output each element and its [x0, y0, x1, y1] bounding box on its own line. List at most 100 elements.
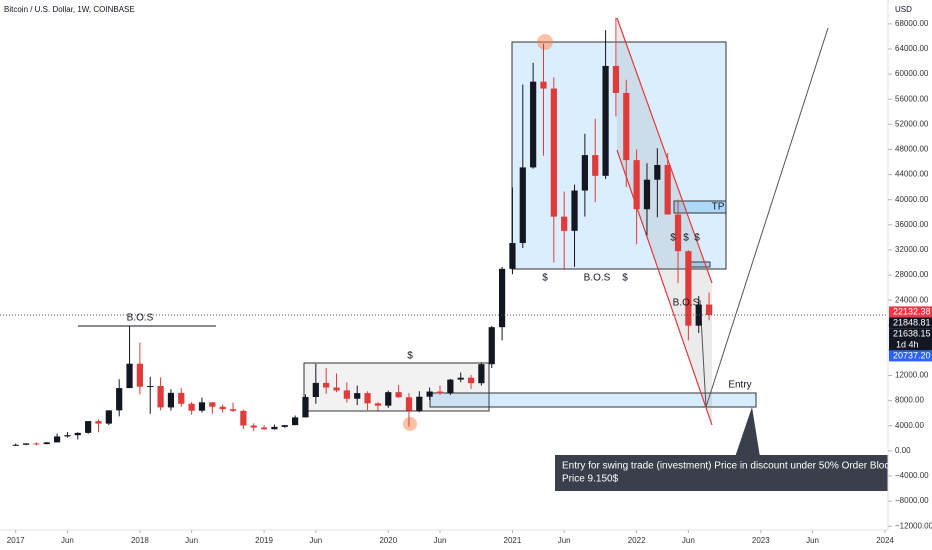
range-box: [303, 362, 490, 412]
candle-body: [302, 396, 309, 418]
candle-body: [250, 425, 257, 428]
y-tick-label: 52000.00: [895, 119, 929, 128]
y-tick-label: 36000.00: [895, 220, 929, 229]
price-label-sub: 1d 4h: [896, 339, 919, 349]
y-axis-bg: [888, 0, 932, 550]
candle-body: [74, 432, 81, 436]
annotation: $: [622, 273, 628, 284]
y-tick-label: 8000.00: [895, 396, 924, 405]
price-label-bg: [889, 317, 932, 329]
candle-body: [364, 393, 371, 404]
candle-body: [105, 410, 112, 424]
candle-body: [126, 363, 133, 389]
annotation: $: [542, 273, 548, 284]
candle-body: [374, 403, 382, 406]
candle-body: [12, 444, 19, 446]
y-tick-label: −4000.00: [895, 471, 929, 480]
note: Price 9.150$: [562, 474, 619, 485]
candle-body: [85, 421, 92, 433]
candle-body: [343, 390, 350, 399]
candle-body: [705, 304, 713, 315]
candle-body: [612, 65, 620, 93]
x-tick-label: 2017: [7, 536, 25, 545]
y-tick-label: 48000.00: [895, 145, 929, 154]
marker: [403, 417, 417, 431]
y-tick-label: −12000.00: [895, 521, 932, 530]
candle-body: [292, 417, 299, 426]
annotation: $: [694, 233, 700, 244]
candle-body: [498, 268, 506, 328]
x-tick-label: 2023: [752, 536, 770, 545]
candle-body: [385, 392, 392, 406]
marker: [537, 34, 553, 50]
candle-body: [478, 364, 485, 384]
y-tick-label: 60000.00: [895, 69, 929, 78]
candle-body: [509, 243, 516, 269]
y-tick-label: −8000.00: [895, 496, 929, 505]
price-label: 21638.15: [893, 328, 931, 338]
annotations: B.O.S $ $ B.O.S $ $ $ $ TP B.O.S Entry E…: [127, 202, 932, 491]
candles: [0, 17, 888, 447]
candle-body: [209, 402, 216, 407]
y-tick-label: 68000.00: [895, 19, 929, 28]
annotation: TP: [712, 202, 725, 213]
candle-body: [436, 391, 444, 394]
note: Entry for swing trade (investment) Price…: [562, 461, 932, 472]
channel-line: [616, 17, 713, 284]
y-tick-label: 12000.00: [895, 371, 929, 380]
y-tick-label: 0.00: [895, 446, 911, 455]
x-tick-label: Jun: [309, 536, 322, 545]
x-tick-label: 2018: [131, 536, 149, 545]
candle-body: [674, 214, 682, 252]
y-tick-label: 28000.00: [895, 270, 929, 279]
callout: [555, 455, 888, 491]
y-tick-label: 24000.00: [895, 295, 929, 304]
candle-body: [260, 427, 268, 430]
candle-body: [22, 443, 30, 445]
candle-body: [426, 391, 433, 397]
y-tick-label: 40000.00: [895, 195, 929, 204]
candle-body: [695, 304, 702, 326]
candle-body: [623, 92, 630, 161]
x-tick-label: 2024: [876, 536, 894, 545]
channel-line: [616, 149, 713, 426]
candle-body: [136, 363, 143, 387]
candle-body: [64, 435, 71, 437]
candle-body: [467, 377, 475, 384]
x-axis-bg: [0, 530, 932, 550]
candle-body: [271, 426, 278, 430]
annotation: B.O.S: [584, 273, 611, 284]
candle-body: [157, 386, 164, 408]
candle-body: [312, 382, 319, 397]
candle-body: [395, 392, 402, 398]
annotation: B.O.S: [127, 313, 154, 324]
candle-body: [219, 406, 226, 410]
price-label-bg: [889, 328, 932, 351]
y-tick-label: 32000.00: [895, 245, 929, 254]
candle-body: [488, 327, 495, 365]
candle-body: [95, 421, 102, 424]
candle-body: [664, 164, 671, 215]
chart-title: Bitcoin / U.S. Dollar, 1W, COINBASE: [4, 5, 135, 14]
candle-body: [540, 81, 547, 89]
candle-body: [447, 379, 454, 394]
x-tick-label: Jun: [61, 536, 74, 545]
candle-body: [240, 410, 247, 426]
x-tick-label: Jun: [558, 536, 571, 545]
candle-body: [519, 167, 526, 244]
candle-body: [333, 387, 340, 391]
candle-body: [281, 425, 288, 427]
candle-body: [33, 443, 40, 445]
candle-body: [323, 382, 330, 388]
candle-body: [561, 216, 568, 231]
candle-body: [530, 81, 537, 168]
candle-body: [53, 436, 61, 443]
price-label-bg: [889, 350, 932, 362]
candle-body: [178, 392, 185, 404]
candle-body: [167, 392, 175, 408]
annotation: $: [407, 351, 413, 362]
candle-body: [405, 397, 413, 411]
candle-body: [416, 396, 423, 411]
tp-box: [673, 200, 727, 214]
candle-body: [643, 179, 651, 210]
